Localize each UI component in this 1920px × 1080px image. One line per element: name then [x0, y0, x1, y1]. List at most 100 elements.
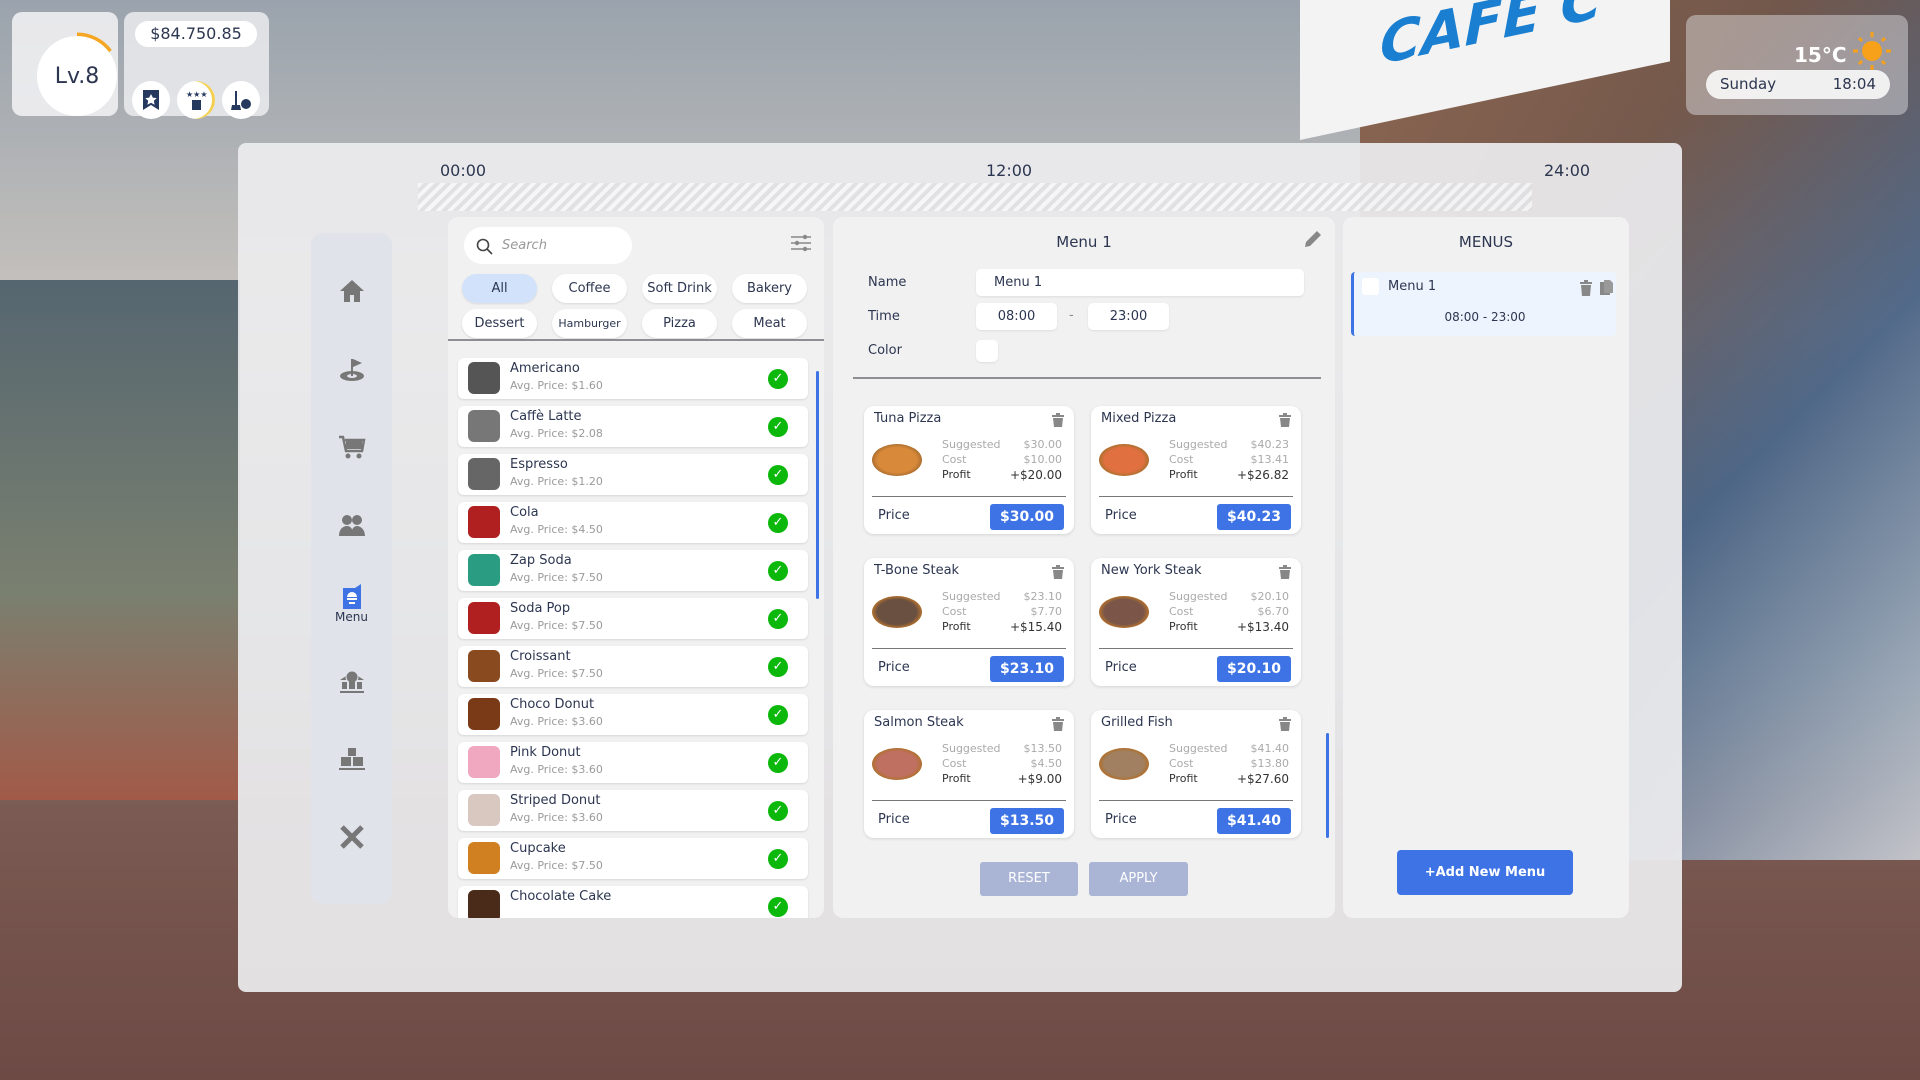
item-name: Zap Soda — [510, 553, 572, 568]
menu-list-item[interactable]: Menu 1 08:00 - 23:00 — [1351, 272, 1616, 336]
sidebar-item-boxes[interactable] — [311, 731, 392, 787]
trash-icon[interactable] — [1279, 564, 1291, 583]
divider — [1099, 648, 1293, 649]
item-avg-price: Avg. Price: $3.60 — [510, 763, 603, 776]
trash-icon[interactable] — [1579, 280, 1593, 296]
rating-button[interactable]: ★★★ — [177, 81, 215, 119]
price-label: Price — [1105, 508, 1137, 523]
category-chip-pizza[interactable]: Pizza — [642, 309, 717, 338]
price-input[interactable]: $41.40 — [1217, 808, 1291, 834]
menu-name-input[interactable]: Menu 1 — [976, 269, 1304, 296]
price-input[interactable]: $13.50 — [990, 808, 1064, 834]
item-row[interactable]: Cola Avg. Price: $4.50 ✓ — [458, 502, 808, 543]
check-icon[interactable]: ✓ — [768, 561, 788, 581]
achievements-button[interactable] — [132, 81, 170, 119]
start-time-input[interactable]: 08:00 — [976, 303, 1057, 330]
trash-icon[interactable] — [1052, 564, 1064, 583]
item-row[interactable]: Americano Avg. Price: $1.60 ✓ — [458, 358, 808, 399]
item-thumbnail — [468, 794, 500, 826]
item-row[interactable]: Chocolate Cake ✓ — [458, 886, 808, 918]
profit-value: +$9.00 — [1017, 772, 1062, 786]
sidebar-item-menu-book[interactable]: Menu — [311, 575, 392, 631]
cost-label: Cost — [942, 453, 967, 466]
category-chip-soft-drink[interactable]: Soft Drink — [642, 274, 717, 303]
items-scrollbar[interactable] — [816, 371, 819, 599]
duplicate-icon[interactable] — [1599, 280, 1613, 296]
filter-sliders-icon[interactable] — [790, 233, 812, 253]
reset-button[interactable]: RESET — [980, 862, 1078, 896]
category-chip-bakery[interactable]: Bakery — [732, 274, 807, 303]
menu-item-card: Grilled Fish Suggested $41.40 Cost $13.80 Pro… — [1091, 710, 1301, 838]
trash-icon[interactable] — [1279, 716, 1291, 735]
add-new-menu-button[interactable]: +Add New Menu — [1397, 850, 1573, 895]
sidebar-item-tools[interactable] — [311, 809, 392, 865]
editor-title: Menu 1 — [1056, 233, 1112, 251]
category-chip-all[interactable]: All — [462, 274, 537, 303]
item-row[interactable]: Zap Soda Avg. Price: $7.50 ✓ — [458, 550, 808, 591]
day-label: Sunday — [1720, 75, 1777, 93]
bank-icon — [339, 670, 364, 693]
check-icon[interactable]: ✓ — [768, 753, 788, 773]
timeline-bar[interactable] — [418, 183, 1532, 211]
category-chip-meat[interactable]: Meat — [732, 309, 807, 338]
item-name: Espresso — [510, 457, 568, 472]
category-chip-coffee[interactable]: Coffee — [552, 274, 627, 303]
item-row[interactable]: Striped Donut Avg. Price: $3.60 ✓ — [458, 790, 808, 831]
price-input[interactable]: $23.10 — [990, 656, 1064, 682]
level-badge[interactable]: Lv.8 — [37, 36, 117, 116]
check-icon[interactable]: ✓ — [768, 849, 788, 869]
sidebar-item-staff[interactable] — [311, 497, 392, 553]
item-row[interactable]: Cupcake Avg. Price: $7.50 ✓ — [458, 838, 808, 879]
item-avg-price: Avg. Price: $7.50 — [510, 571, 603, 584]
search-input[interactable]: Search — [464, 227, 632, 264]
item-row[interactable]: Espresso Avg. Price: $1.20 ✓ — [458, 454, 808, 495]
cards-scrollbar[interactable] — [1326, 733, 1329, 838]
divider — [872, 496, 1066, 497]
sidebar-item-home[interactable] — [311, 263, 392, 319]
sidebar-item-cart[interactable] — [311, 419, 392, 475]
end-time-input[interactable]: 23:00 — [1088, 303, 1169, 330]
search-icon — [476, 238, 493, 255]
check-icon[interactable]: ✓ — [768, 897, 788, 917]
cleaning-button[interactable] — [222, 81, 260, 119]
item-row[interactable]: Caffè Latte Avg. Price: $2.08 ✓ — [458, 406, 808, 447]
category-chip-dessert[interactable]: Dessert — [462, 309, 537, 338]
check-icon[interactable]: ✓ — [768, 369, 788, 389]
price-input[interactable]: $40.23 — [1217, 504, 1291, 530]
food-image — [872, 444, 922, 476]
trash-icon[interactable] — [1052, 412, 1064, 431]
check-icon[interactable]: ✓ — [768, 417, 788, 437]
suggested-value: $13.50 — [1023, 742, 1063, 755]
profit-label: Profit — [942, 468, 971, 481]
category-chip-hamburger[interactable]: Hamburger — [552, 309, 627, 338]
item-row[interactable]: Pink Donut Avg. Price: $3.60 ✓ — [458, 742, 808, 783]
suggested-value: $30.00 — [1023, 438, 1063, 451]
item-avg-price: Avg. Price: $1.20 — [510, 475, 603, 488]
item-row[interactable]: Choco Donut Avg. Price: $3.60 ✓ — [458, 694, 808, 735]
check-icon[interactable]: ✓ — [768, 657, 788, 677]
sidebar-item-flag-target[interactable] — [311, 341, 392, 397]
price-input[interactable]: $20.10 — [1217, 656, 1291, 682]
menu-editor-panel: Menu 1 Name Menu 1 Time 08:00 - 23:00 Co… — [833, 217, 1335, 918]
check-icon[interactable]: ✓ — [768, 513, 788, 533]
check-icon[interactable]: ✓ — [768, 609, 788, 629]
food-image — [1099, 596, 1149, 628]
check-icon[interactable]: ✓ — [768, 465, 788, 485]
trash-icon[interactable] — [1052, 716, 1064, 735]
item-avg-price: Avg. Price: $7.50 — [510, 667, 603, 680]
item-row[interactable]: Soda Pop Avg. Price: $7.50 ✓ — [458, 598, 808, 639]
price-input[interactable]: $30.00 — [990, 504, 1064, 530]
apply-button[interactable]: APPLY — [1089, 862, 1188, 896]
check-icon[interactable]: ✓ — [768, 705, 788, 725]
cost-value: $10.00 — [1023, 453, 1063, 466]
trash-icon[interactable] — [1279, 412, 1291, 431]
cost-value: $13.80 — [1250, 757, 1290, 770]
item-avg-price: Avg. Price: $3.60 — [510, 811, 603, 824]
sidebar-item-bank[interactable] — [311, 653, 392, 709]
item-thumbnail — [468, 650, 500, 682]
item-row[interactable]: Croissant Avg. Price: $7.50 ✓ — [458, 646, 808, 687]
edit-pencil-icon[interactable] — [1303, 229, 1323, 249]
check-icon[interactable]: ✓ — [768, 801, 788, 821]
color-swatch[interactable] — [976, 340, 998, 362]
color-label: Color — [868, 343, 902, 358]
